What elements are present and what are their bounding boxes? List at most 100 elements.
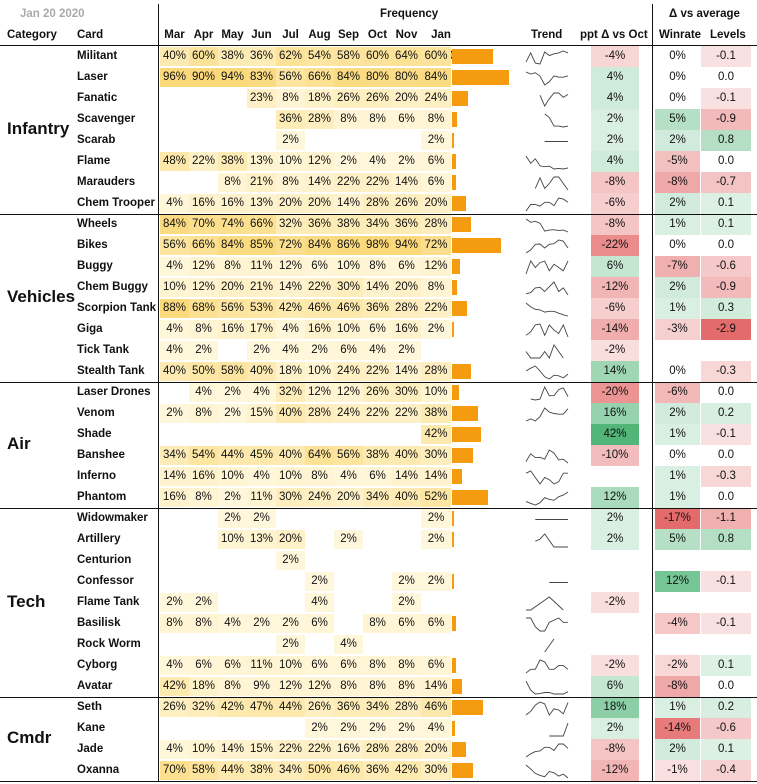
freq-cell-may: 2% — [218, 404, 247, 423]
card-name: Oxanna — [77, 764, 120, 776]
col-card: Card — [77, 29, 104, 41]
ppt-delta-cell: -2% — [591, 655, 639, 676]
trend-sparkline — [544, 141, 568, 142]
trend-sparkline — [530, 385, 569, 401]
freq-cell-mar: 4% — [160, 194, 189, 213]
freq-cell-nov: 14% — [392, 173, 421, 192]
freq-cell-may: 16% — [218, 194, 247, 213]
freq-cell-jul: 20% — [276, 194, 305, 213]
freq-cell-jul: 34% — [276, 761, 305, 780]
trend-sparkline — [526, 596, 564, 611]
freq-cell-sep: 6% — [334, 656, 363, 675]
freq-cell-aug: 22% — [305, 278, 334, 297]
ppt-delta-cell: 14% — [591, 361, 639, 382]
date-label: Jan 20 2020 — [20, 8, 85, 20]
freq-cell-jun: 2% — [247, 509, 276, 528]
card-name: Tick Tank — [77, 344, 129, 356]
freq-cell-nov: 2% — [392, 719, 421, 738]
card-name: Rock Worm — [77, 638, 141, 650]
freq-cell-jan-2020: 2% — [421, 131, 451, 150]
trend-sparkline — [525, 239, 569, 254]
freq-cell-oct: 60% — [363, 47, 392, 66]
freq-cell-nov: 36% — [392, 215, 421, 234]
ppt-delta-cell: 6% — [591, 256, 639, 277]
freq-cell-jul: 14% — [276, 278, 305, 297]
freq-cell-aug: 18% — [305, 89, 334, 108]
freq-cell-jun: 9% — [247, 677, 276, 696]
freq-cell-nov: 14% — [392, 467, 421, 486]
freq-cell-sep: 20% — [334, 488, 363, 507]
freq-cell-aug: 66% — [305, 68, 334, 87]
card-name: Centurion — [77, 554, 132, 566]
freq-cell-nov: 20% — [392, 278, 421, 297]
freq-cell-jun: 40% — [247, 362, 276, 381]
freq-cell-apr: 4% — [189, 383, 218, 402]
freq-cell-mar: 96% — [160, 68, 189, 87]
trend-sparkline — [525, 344, 564, 359]
winrate-delta-cell: -7% — [655, 256, 700, 277]
winrate-delta-cell: -5% — [655, 151, 700, 172]
freq-cell-jun: 53% — [247, 299, 276, 318]
freq-cell-sep: 8% — [334, 677, 363, 696]
card-name: Artillery — [77, 533, 121, 545]
col-category: Category — [7, 29, 57, 41]
ppt-delta-cell: -10% — [591, 445, 639, 466]
freq-cell-apr: 60% — [189, 47, 218, 66]
freq-cell-nov: 22% — [392, 404, 421, 423]
frequency-bar — [452, 301, 468, 316]
ppt-delta-cell: -12% — [591, 760, 639, 781]
freq-cell-jun: 21% — [247, 173, 276, 192]
freq-cell-apr: 12% — [189, 257, 218, 276]
freq-cell-jan-2020: 2% — [421, 572, 451, 591]
ppt-delta-cell: 6% — [591, 676, 639, 697]
freq-cell-apr: 32% — [189, 698, 218, 717]
freq-cell-nov: 80% — [392, 68, 421, 87]
freq-cell-jan-2020: 8% — [421, 110, 451, 129]
freq-cell-oct: 22% — [363, 404, 392, 423]
freq-cell-mar: 88% — [160, 299, 189, 318]
row-divider — [0, 382, 757, 383]
winrate-delta-cell: 0% — [669, 50, 686, 62]
freq-cell-aug: 84% — [305, 236, 334, 255]
freq-cell-may: 4% — [218, 614, 247, 633]
freq-cell-apr: 54% — [189, 446, 218, 465]
card-name: Widowmaker — [77, 512, 148, 524]
freq-cell-jul: 12% — [276, 677, 305, 696]
winrate-delta-cell: -4% — [655, 613, 700, 634]
ppt-delta-cell: -8% — [591, 739, 639, 760]
frequency-bar — [452, 469, 462, 484]
levels-delta-cell: 0.1 — [701, 214, 751, 235]
ppt-delta-cell: -22% — [591, 235, 639, 256]
freq-cell-oct: 22% — [363, 362, 392, 381]
winrate-delta-cell: 2% — [655, 130, 700, 151]
trend-sparkline — [525, 764, 569, 779]
ppt-delta-cell: 2% — [591, 109, 639, 130]
freq-cell-oct: 8% — [363, 656, 392, 675]
freq-cell-jan-2020: 14% — [421, 467, 451, 486]
trend-sparkline — [525, 449, 569, 464]
card-name: Shade — [77, 428, 112, 440]
freq-cell-nov: 2% — [392, 593, 421, 612]
freq-cell-aug: 50% — [305, 761, 334, 780]
freq-cell-jul: 22% — [276, 740, 305, 759]
frequency-bar — [452, 175, 457, 190]
trend-sparkline — [525, 323, 569, 338]
freq-cell-jan-2020: 2% — [421, 530, 451, 549]
ppt-delta-cell: -4% — [591, 46, 639, 67]
freq-cell-sep: 2% — [334, 152, 363, 171]
frequency-bar — [452, 532, 454, 547]
winrate-delta-cell: -8% — [655, 676, 700, 697]
winrate-delta-cell: 0% — [669, 239, 686, 251]
freq-cell-jun: 17% — [247, 320, 276, 339]
freq-cell-mar: 48% — [160, 152, 189, 171]
winrate-delta-cell: -8% — [655, 172, 700, 193]
levels-delta-cell: -0.1 — [701, 571, 751, 592]
freq-cell-jan-2020: 20% — [421, 740, 451, 759]
freq-cell-jan-2020: 72% — [421, 236, 451, 255]
freq-cell-aug: 36% — [305, 215, 334, 234]
freq-cell-apr: 8% — [189, 614, 218, 633]
ppt-delta-cell: -20% — [591, 382, 639, 403]
freq-cell-apr: 68% — [189, 299, 218, 318]
freq-cell-aug: 6% — [305, 257, 334, 276]
freq-cell-oct: 34% — [363, 698, 392, 717]
